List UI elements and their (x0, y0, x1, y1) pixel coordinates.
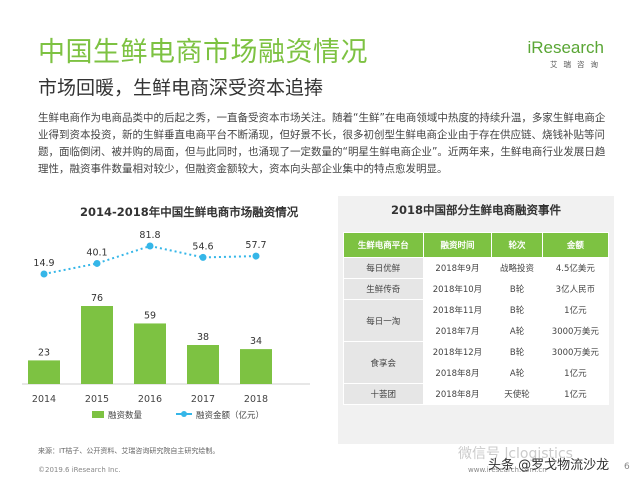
cell-platform: 十荟团 (343, 383, 424, 405)
bar (81, 306, 113, 384)
line-point (252, 252, 260, 260)
logo-text: iResearch (527, 38, 604, 57)
cell-amount: 4.5亿美元 (541, 257, 610, 279)
line-value-label: 54.6 (192, 241, 213, 252)
bar (240, 349, 272, 384)
line-value-label: 57.7 (245, 240, 266, 251)
cell-amount: 3000万美元 (541, 320, 610, 342)
cell-round: B轮 (491, 299, 543, 321)
table-row: 食享会 2018年12月 B轮 3000万美元 (343, 341, 610, 384)
cell-date: 2018年7月 (422, 320, 493, 342)
cell-amount: 3000万美元 (541, 341, 610, 363)
funding-chart: 23 2014 76 2015 59 2016 38 2017 34 2018 14.9 40.1 81… (22, 230, 310, 421)
x-tick-label: 2016 (138, 394, 162, 405)
attribution-text: 头条 @罗戈物流沙龙 (488, 458, 610, 473)
header-platform: 生鲜电商平台 (343, 232, 424, 258)
legend-bar-swatch (92, 411, 104, 418)
legend-bar-label: 融资数量 (108, 410, 143, 421)
x-tick-label: 2014 (32, 394, 56, 405)
page-title: 中国生鲜电商市场融资情况 (38, 37, 368, 68)
cell-amount: 1亿元 (541, 383, 610, 405)
logo-subtext: 艾瑞咨询 (550, 60, 604, 69)
cell-platform: 每日优鲜 (343, 257, 424, 279)
legend-line-marker (181, 411, 187, 417)
cell-date: 2018年9月 (422, 257, 493, 279)
x-tick-label: 2018 (244, 394, 268, 405)
cell-platform: 生鲜传奇 (343, 278, 424, 300)
bar-value-label: 34 (250, 336, 262, 347)
page-subtitle: 市场回暖，生鲜电商深受资本追捧 (38, 77, 324, 99)
bar (134, 323, 166, 384)
cell-amount: 1亿元 (541, 362, 610, 384)
bar-value-label: 23 (38, 347, 50, 358)
legend-line-label: 融资金额（亿元） (196, 410, 264, 421)
header-round: 轮次 (491, 232, 543, 258)
financing-events-table: 生鲜电商平台 融资时间 轮次 金额 每日优鲜 2018年9月 战略投资 4.5亿美元生… (343, 232, 610, 405)
cell-round: B轮 (491, 341, 543, 363)
cell-date: 2018年8月 (422, 383, 493, 405)
cell-round: 天使轮 (491, 383, 543, 405)
cell-platform: 每日一淘 (343, 299, 424, 342)
bar (28, 360, 60, 384)
intro-paragraph: 生鲜电商作为电商品类中的后起之秀，一直备受资本市场关注。随着“生鲜”在电商领域中… (38, 112, 606, 175)
chart-title: 2014-2018年中国生鲜电商市场融资情况 (80, 205, 299, 219)
cell-date: 2018年11月 (422, 299, 493, 321)
line-value-label: 40.1 (86, 247, 107, 258)
cell-date: 2018年8月 (422, 362, 493, 384)
table-title: 2018中国部分生鲜电商融资事件 (390, 203, 561, 217)
source-note: 来源：IT桔子、公开资料、艾瑞咨询研究院自主研究绘制。 (38, 447, 220, 455)
amount-line (43, 244, 257, 275)
bar-value-label: 59 (144, 310, 156, 321)
cell-round: A轮 (491, 362, 543, 384)
iresearch-logo: iResearch 艾瑞咨询 (527, 38, 604, 70)
line-point (199, 253, 207, 261)
line-value-label: 14.9 (33, 258, 54, 269)
x-tick-label: 2015 (85, 394, 109, 405)
x-tick-label: 2017 (191, 394, 215, 405)
website-url: www.iresearch.com.cn (468, 466, 547, 474)
table-row: 十荟团 2018年8月 天使轮 1亿元 (343, 383, 610, 405)
bar (187, 345, 219, 384)
cell-platform: 食享会 (343, 341, 424, 384)
bar-value-label: 38 (197, 332, 209, 343)
table-row: 生鲜传奇 2018年10月 B轮 3亿人民币 (343, 278, 610, 300)
line-point (93, 259, 101, 267)
line-point (40, 270, 48, 278)
cell-date: 2018年10月 (422, 278, 493, 300)
header-date: 融资时间 (422, 232, 493, 258)
table-row: 2018年7月 A轮 3000万美元 (344, 320, 610, 342)
cell-amount: 3亿人民币 (541, 278, 610, 300)
table-row: 每日一淘 2018年11月 B轮 1亿元 (343, 299, 610, 342)
line-point (146, 242, 154, 250)
line-value-label: 81.8 (139, 230, 160, 241)
table-row: 2018年8月 A轮 1亿元 (344, 362, 610, 384)
cell-round: A轮 (491, 320, 543, 342)
cell-round: B轮 (491, 278, 543, 300)
copyright: ©2019.6 iResearch Inc. (38, 466, 121, 474)
page-number: 6 (624, 462, 630, 472)
bar-value-label: 76 (91, 293, 103, 304)
cell-amount: 1亿元 (541, 299, 610, 321)
cell-date: 2018年12月 (422, 341, 493, 363)
table-row: 每日优鲜 2018年9月 战略投资 4.5亿美元 (343, 257, 610, 279)
table-header-row: 生鲜电商平台 融资时间 轮次 金额 (343, 232, 610, 258)
watermark: 微信号 lclogistics (458, 446, 573, 462)
cell-round: 战略投资 (491, 257, 543, 279)
header-amount: 金额 (541, 232, 610, 258)
